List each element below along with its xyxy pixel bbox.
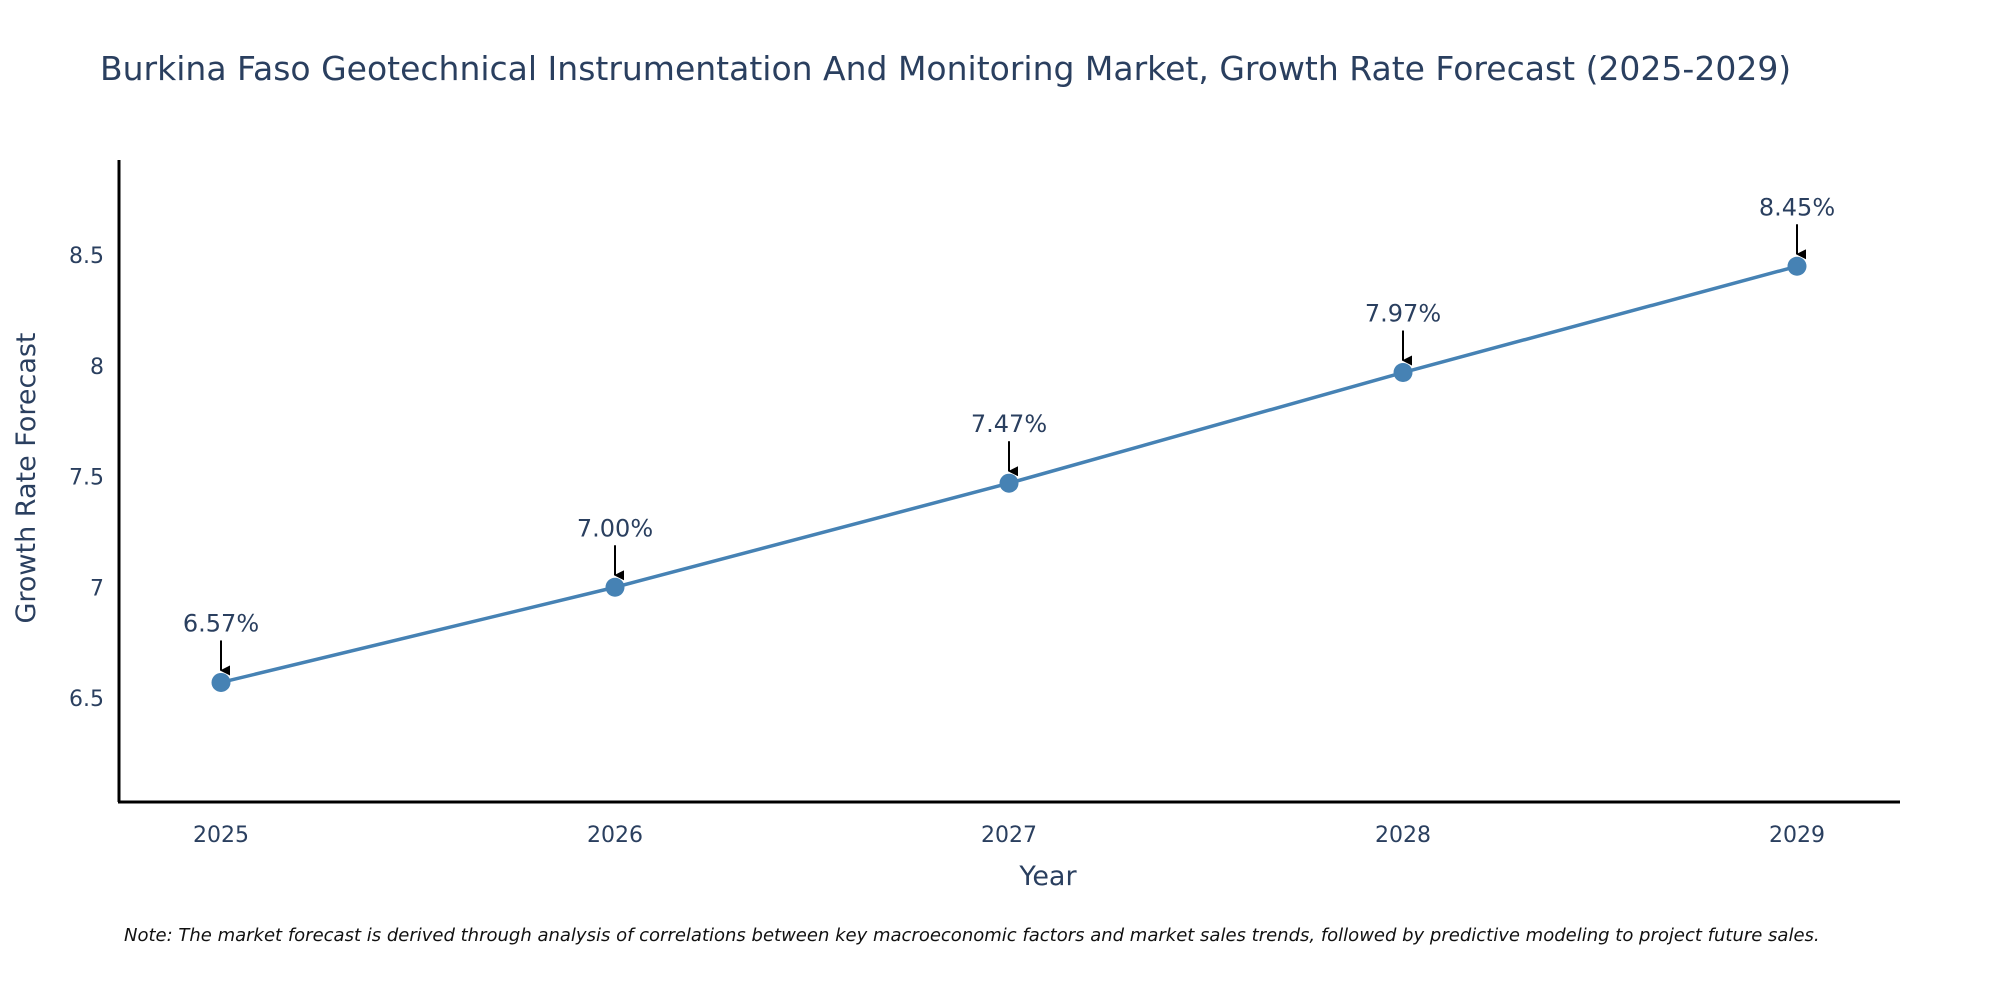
- y-tick-label: 8: [90, 355, 104, 380]
- y-tick-label: 7.5: [69, 466, 104, 491]
- chart-title: Burkina Faso Geotechnical Instrumentatio…: [100, 49, 1791, 88]
- x-tick-label: 2025: [193, 823, 249, 848]
- x-tick-label: 2029: [1769, 823, 1825, 848]
- data-label: 8.45%: [1759, 193, 1835, 221]
- data-point: [1393, 363, 1413, 383]
- data-point: [605, 577, 625, 597]
- data-label: 7.97%: [1365, 300, 1441, 328]
- x-tick-label: 2028: [1375, 823, 1431, 848]
- y-tick-label: 8.5: [69, 244, 104, 269]
- footnote: Note: The market forecast is derived thr…: [124, 925, 1820, 946]
- data-label: 6.57%: [183, 609, 259, 637]
- x-tick-label: 2026: [587, 823, 643, 848]
- x-tick-label: 2027: [981, 823, 1037, 848]
- y-tick-label: 7: [90, 576, 104, 601]
- data-point: [211, 672, 231, 692]
- data-label: 7.47%: [971, 410, 1047, 438]
- data-label: 7.00%: [577, 514, 653, 542]
- data-point: [999, 473, 1019, 493]
- y-axis-title: Growth Rate Forecast: [11, 332, 42, 623]
- y-tick-label: 6.5: [69, 687, 104, 712]
- data-point: [1787, 256, 1807, 276]
- x-axis-title: Year: [1018, 861, 1077, 892]
